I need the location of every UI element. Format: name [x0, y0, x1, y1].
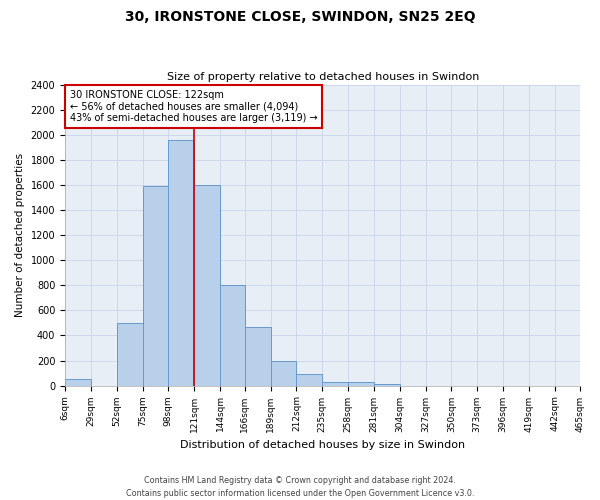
Y-axis label: Number of detached properties: Number of detached properties [15, 153, 25, 318]
Text: 30, IRONSTONE CLOSE, SWINDON, SN25 2EQ: 30, IRONSTONE CLOSE, SWINDON, SN25 2EQ [125, 10, 475, 24]
Title: Size of property relative to detached houses in Swindon: Size of property relative to detached ho… [167, 72, 479, 82]
Text: Contains HM Land Registry data © Crown copyright and database right 2024.
Contai: Contains HM Land Registry data © Crown c… [126, 476, 474, 498]
Bar [271, 361, 296, 386]
Bar [143, 186, 169, 386]
Bar [322, 382, 348, 386]
X-axis label: Distribution of detached houses by size in Swindon: Distribution of detached houses by size … [180, 440, 466, 450]
Bar [169, 140, 194, 386]
Bar [296, 374, 322, 386]
Bar [374, 384, 400, 386]
Bar [65, 380, 91, 386]
Text: 30 IRONSTONE CLOSE: 122sqm
← 56% of detached houses are smaller (4,094)
43% of s: 30 IRONSTONE CLOSE: 122sqm ← 56% of deta… [70, 90, 317, 124]
Bar [194, 185, 220, 386]
Bar [245, 326, 271, 386]
Bar [116, 323, 143, 386]
Bar [220, 286, 245, 386]
Bar [348, 382, 374, 386]
